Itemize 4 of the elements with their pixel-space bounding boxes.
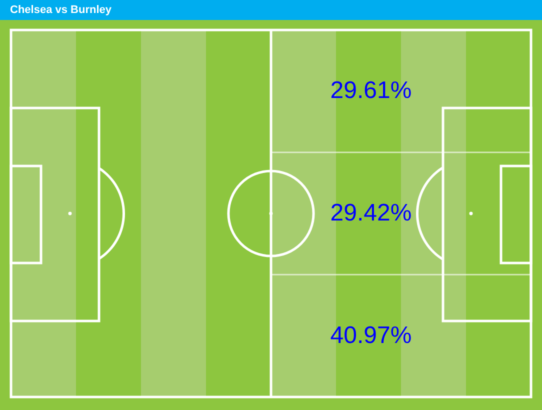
data-label: 29.42% (330, 200, 412, 226)
data-label: 40.97% (330, 322, 412, 349)
text: Chelsea vs Burnley (10, 4, 112, 16)
data-label: 29.61% (330, 77, 412, 104)
